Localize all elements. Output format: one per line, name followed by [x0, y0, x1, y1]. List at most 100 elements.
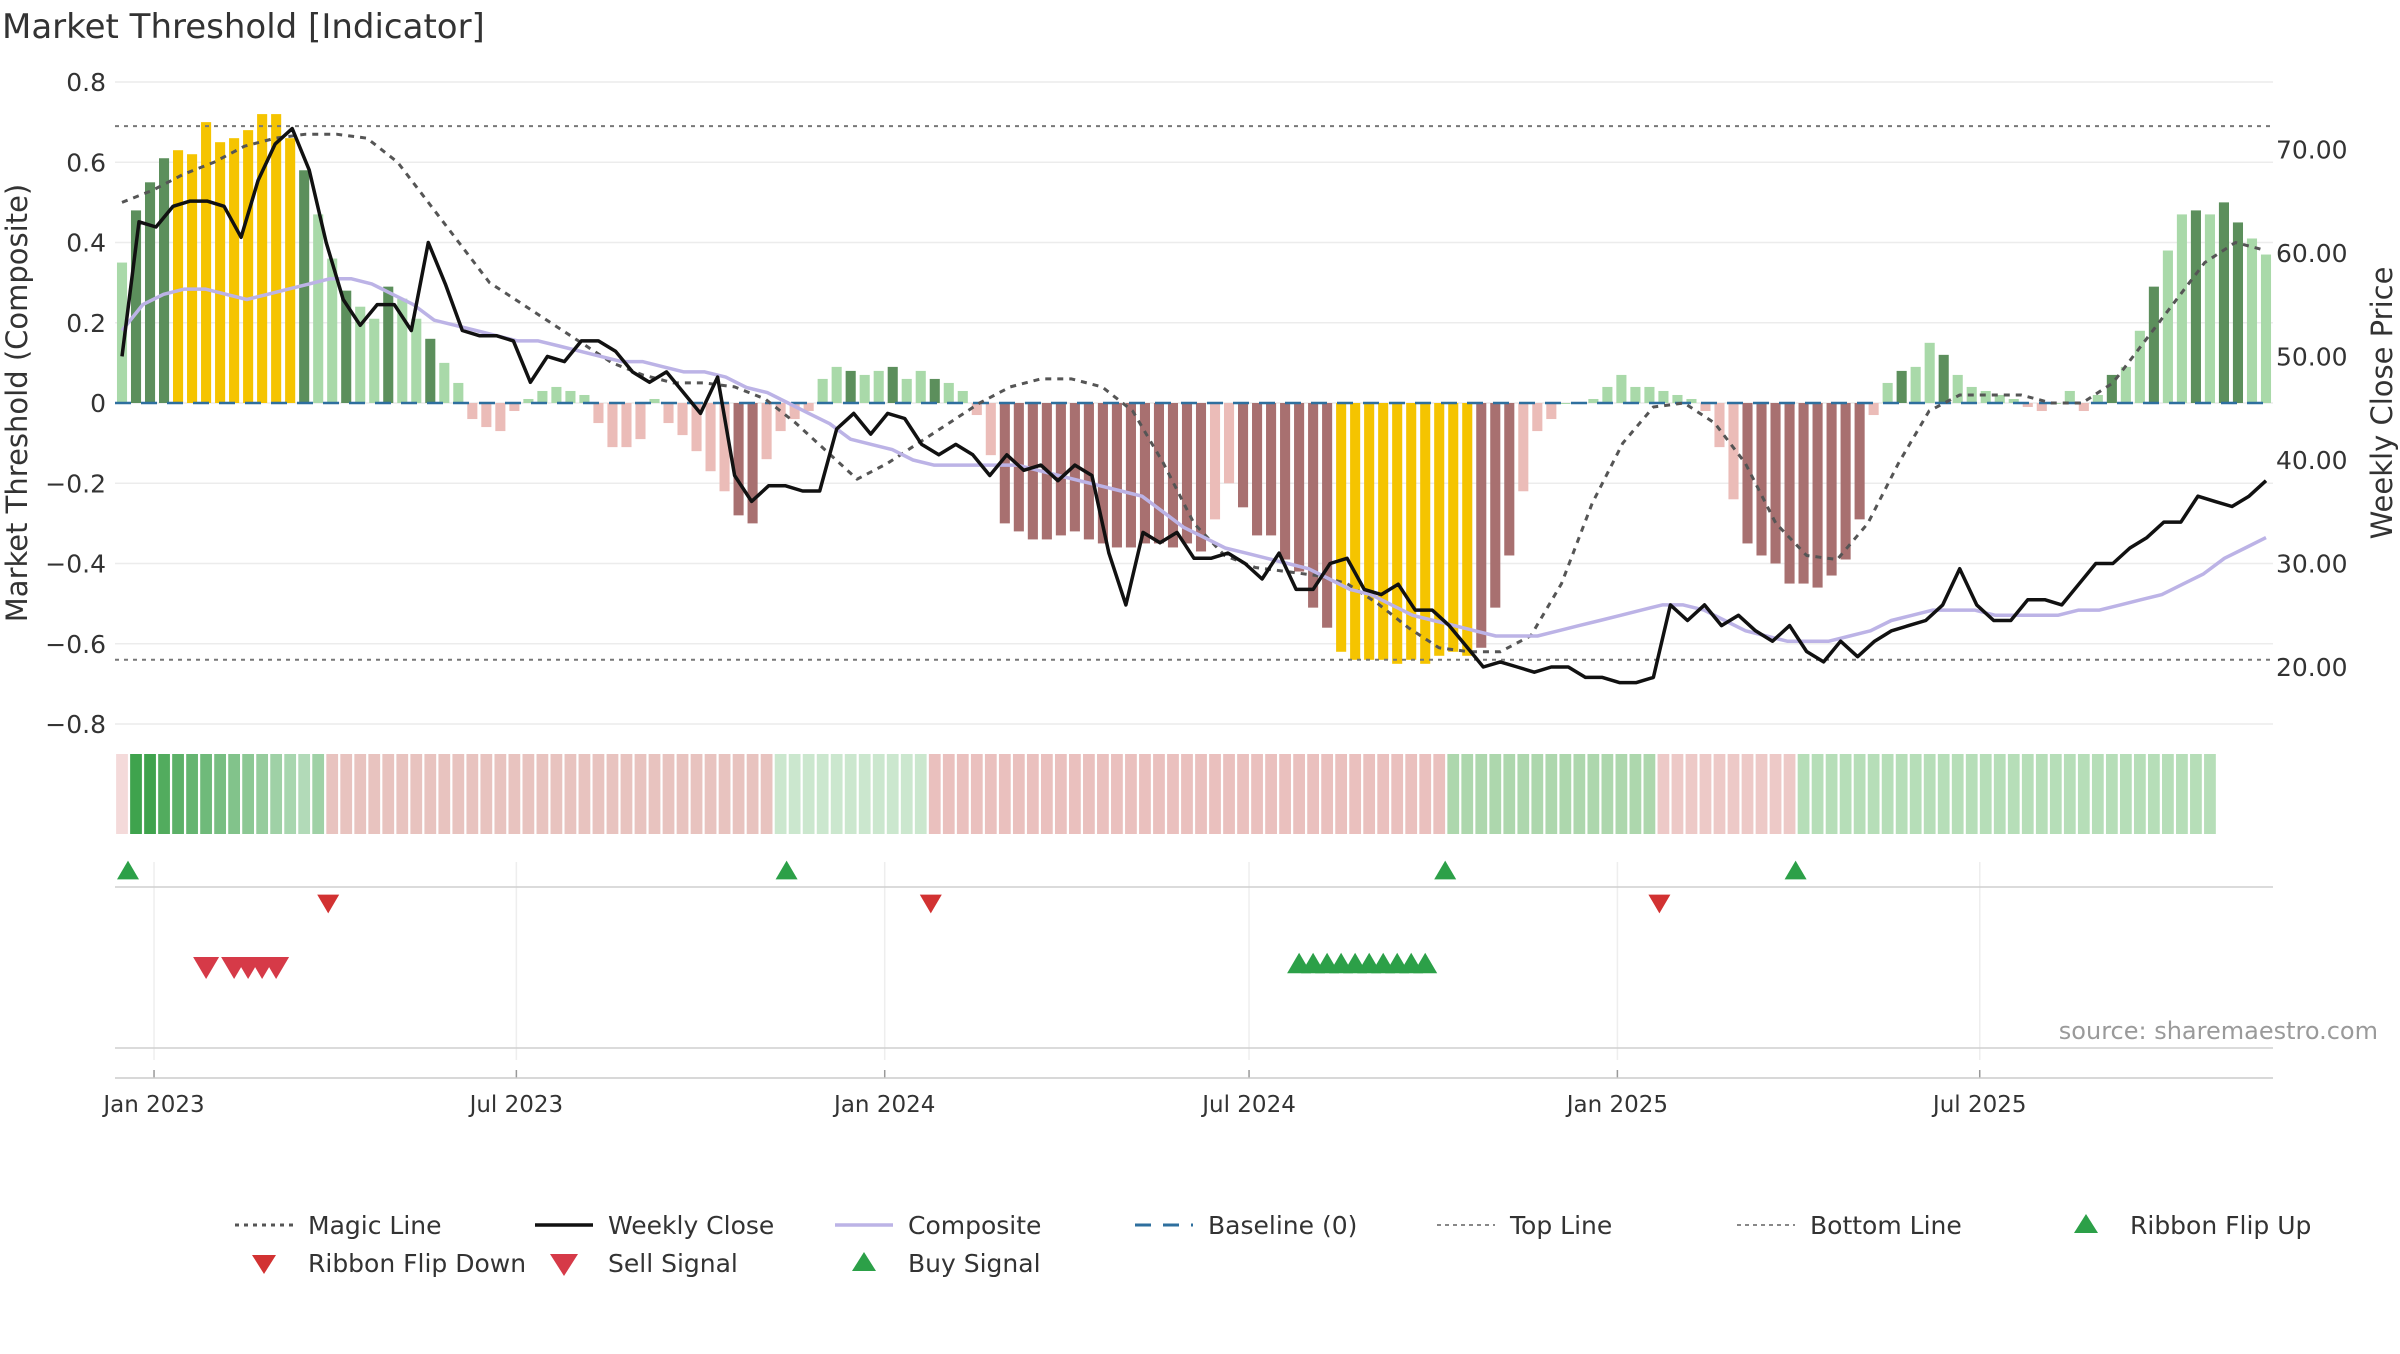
composite-bar — [2078, 403, 2089, 412]
composite-bar — [579, 394, 590, 403]
ribbon-cell — [564, 754, 577, 834]
line-layer — [115, 125, 2273, 685]
composite-bar — [481, 403, 492, 428]
magic-line — [121, 132, 2267, 654]
composite-bar — [1097, 403, 1108, 544]
ribbon-cell — [1489, 754, 1502, 834]
ribbon-cell — [172, 754, 184, 834]
composite-bar — [1686, 398, 1697, 403]
y-tick-label: 0 — [90, 389, 106, 418]
ribbon-flip-up-marker — [1784, 860, 1807, 880]
y-tick-label: −0.4 — [45, 550, 106, 579]
composite-bar — [691, 403, 702, 452]
composite-bar — [1868, 403, 1879, 416]
ribbon-cell — [1601, 754, 1614, 834]
ribbon-cell — [1040, 754, 1053, 834]
legend-label: Weekly Close — [608, 1211, 774, 1240]
ribbon-cell — [1026, 754, 1039, 834]
ribbon-cell — [774, 754, 787, 834]
ribbon-cell — [1363, 754, 1376, 834]
composite-bar — [2148, 286, 2159, 403]
ribbon-cell — [1139, 754, 1151, 834]
composite-bar — [201, 122, 212, 403]
x-tick-label: Jan 2023 — [101, 1092, 204, 1118]
composite-bar — [1308, 403, 1319, 608]
composite-bar — [719, 403, 730, 492]
composite-bar — [1756, 403, 1767, 556]
composite-bar — [1280, 403, 1291, 560]
composite-bar — [1448, 403, 1459, 652]
y-tick-label: 0.4 — [66, 229, 106, 258]
composite-bar — [1209, 403, 1221, 520]
composite-bar — [173, 150, 184, 403]
ribbon-cell — [298, 754, 311, 834]
ribbon-cell — [1643, 754, 1656, 834]
ribbon-cell — [816, 754, 829, 834]
composite-bar — [130, 210, 142, 403]
composite-bar — [2036, 403, 2047, 412]
composite-bar — [1518, 403, 1529, 492]
ribbon-cell — [886, 754, 899, 834]
composite-bar — [747, 403, 758, 524]
ribbon-cell — [1377, 754, 1390, 834]
ribbon-cell — [1503, 754, 1516, 834]
composite-bar — [1027, 403, 1038, 540]
ribbon-cell — [312, 754, 325, 834]
ribbon-cell — [1181, 754, 1193, 834]
composite-bar — [1336, 403, 1347, 652]
sell-signal-marker — [263, 957, 290, 979]
composite-bar — [537, 390, 548, 403]
composite-bar — [369, 318, 380, 403]
composite-bar — [1980, 390, 1991, 403]
composite-bar — [1658, 390, 1669, 403]
composite-bar — [971, 403, 982, 416]
ribbon-cell — [1307, 754, 1319, 834]
composite-bar — [1434, 403, 1445, 656]
ribbon-cell — [1825, 754, 1838, 834]
ribbon-cell — [1461, 754, 1474, 834]
y-tick-label: 0.6 — [66, 148, 106, 177]
composite-bar — [1406, 403, 1417, 660]
ribbon-cell — [354, 754, 367, 834]
composite-bar — [929, 378, 940, 403]
composite-bar — [1392, 403, 1403, 664]
ribbon-cell — [2148, 754, 2160, 834]
ribbon-cell — [578, 754, 591, 834]
ribbon-cell — [2176, 754, 2188, 834]
composite-bar — [495, 403, 506, 432]
composite-line — [120, 276, 2267, 643]
ribbon-cell — [1769, 754, 1782, 834]
ribbon-cell — [1279, 754, 1291, 834]
composite-bar — [327, 258, 338, 403]
y2-axis-label: Weekly Close Price — [2365, 267, 2399, 540]
ribbon-cell — [1054, 754, 1067, 834]
ribbon-cell — [2021, 754, 2034, 834]
ribbon-cell — [1587, 754, 1600, 834]
ribbon-cell — [1405, 754, 1418, 834]
ribbon-cell — [550, 754, 563, 834]
composite-bar — [1504, 403, 1515, 556]
ribbon-cell — [676, 754, 689, 834]
ribbon-cell — [494, 754, 507, 834]
composite-bar — [1055, 403, 1066, 536]
composite-bar — [1266, 403, 1277, 536]
y2-tick-label: 20.00 — [2276, 653, 2348, 682]
legend-swatch — [2074, 1214, 2098, 1233]
composite-bar — [1560, 403, 1571, 404]
ribbon-cell — [620, 754, 633, 834]
composite-bar — [705, 403, 716, 472]
ribbon-cell — [872, 754, 885, 834]
composite-bar — [2260, 254, 2272, 403]
ribbon-cell — [970, 754, 983, 834]
composite-bar — [2134, 330, 2145, 403]
composite-bar — [985, 403, 996, 456]
ribbon-cell — [1419, 754, 1432, 834]
ribbon-cell — [1195, 754, 1207, 834]
ribbon-cell — [1083, 754, 1095, 834]
composite-bar — [817, 378, 828, 403]
ribbon-cell — [1783, 754, 1796, 834]
ribbon-flip-up-marker — [117, 860, 139, 880]
ribbon-cell — [536, 754, 549, 834]
legend-label: Top Line — [1509, 1211, 1612, 1240]
ribbon-cell — [396, 754, 409, 834]
